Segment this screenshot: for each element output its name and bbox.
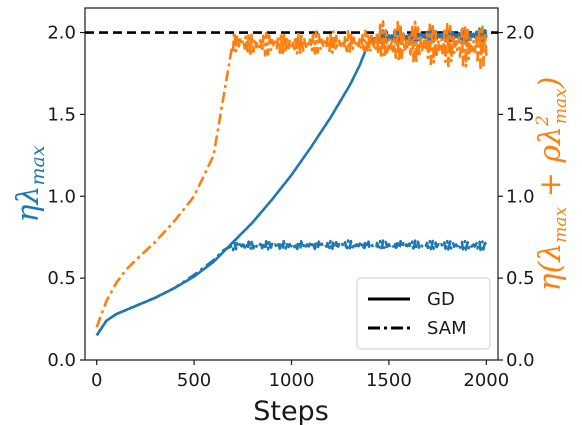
y-right-tick-label: 1.0 — [506, 186, 535, 207]
legend: GD SAM — [356, 277, 491, 350]
legend-gd-label: GD — [427, 289, 455, 310]
series-line-sam-left — [95, 239, 488, 337]
y-axis-right-title: η(λmax + ρλ2max) — [533, 77, 571, 292]
y-tick-label: 0.5 — [47, 268, 76, 289]
y-right-tick-label: 0.5 — [506, 268, 535, 289]
x-tick-label: 0 — [91, 370, 102, 391]
y-tick-label: 1.0 — [47, 186, 76, 207]
series-line-gd-left — [95, 26, 488, 337]
legend-box — [356, 277, 491, 350]
y-tick-label: 0.0 — [47, 350, 76, 371]
x-tick-label: 500 — [177, 370, 211, 391]
legend-sam-label: SAM — [427, 318, 467, 339]
svg-text:ηλmax: ηλmax — [11, 145, 49, 222]
x-tick-label: 1000 — [269, 370, 315, 391]
svg-text:η(λmax + ρλ2max): η(λmax + ρλ2max) — [533, 77, 571, 292]
y-right-tick-label: 0.0 — [506, 350, 535, 371]
y-right-tick-label: 2.0 — [506, 23, 535, 44]
y-right-tick-label: 1.5 — [506, 104, 535, 125]
y-tick-label: 2.0 — [47, 23, 76, 44]
x-tick-label: 1500 — [366, 370, 412, 391]
y-axis-left-title: ηλmax — [11, 145, 49, 222]
x-tick-label: 2000 — [463, 370, 509, 391]
x-axis-title: Steps — [253, 396, 329, 425]
series-line-sam-right — [95, 20, 488, 328]
y-tick-label: 1.5 — [47, 104, 76, 125]
